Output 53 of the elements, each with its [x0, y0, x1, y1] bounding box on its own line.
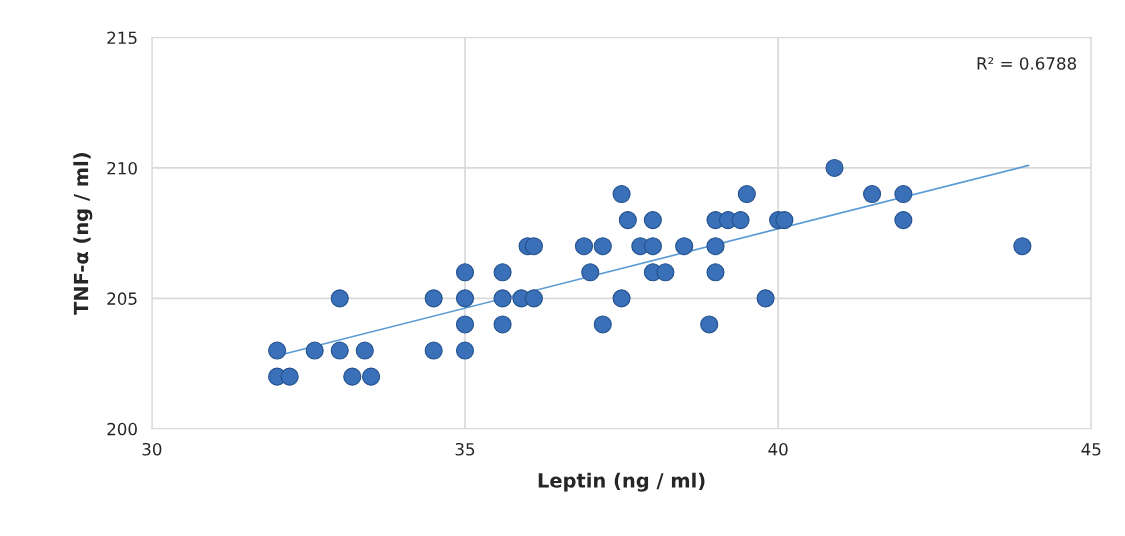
point — [355, 341, 374, 360]
point — [706, 237, 725, 256]
point — [825, 158, 844, 178]
point — [493, 315, 512, 334]
point — [863, 184, 882, 204]
point — [330, 289, 349, 308]
x-tick-label: 30 — [142, 442, 162, 456]
point — [593, 315, 612, 334]
point — [1013, 237, 1032, 256]
point — [593, 237, 612, 256]
point — [737, 184, 756, 204]
point — [574, 237, 594, 256]
point — [330, 341, 349, 360]
y-tick-label: 205 — [107, 292, 137, 305]
point — [493, 289, 512, 308]
point — [618, 211, 637, 230]
y-tick-label: 210 — [107, 161, 137, 175]
point — [455, 263, 475, 282]
x-tick-label: 35 — [455, 442, 475, 456]
point — [756, 289, 775, 308]
point — [894, 211, 913, 230]
point — [343, 367, 362, 386]
y-axis-title: TNF-α (ng / ml) — [73, 153, 93, 315]
point — [700, 315, 719, 334]
x-tick-label: 40 — [768, 442, 788, 456]
point — [493, 263, 512, 282]
point — [362, 367, 381, 386]
point — [524, 289, 543, 308]
annotation: R² = 0.6788 — [977, 57, 1077, 70]
point — [455, 315, 475, 334]
point — [612, 184, 631, 204]
point — [656, 263, 675, 282]
point — [268, 341, 287, 360]
point — [581, 263, 600, 282]
y-tick-label: 215 — [107, 31, 137, 45]
x-axis-title: Leptin (ng / ml) — [538, 472, 705, 492]
point — [731, 211, 750, 230]
point — [455, 289, 475, 308]
point — [612, 289, 631, 308]
point — [643, 211, 662, 230]
point — [706, 263, 725, 282]
y-tick-label: 200 — [107, 422, 137, 436]
point — [894, 184, 913, 204]
point — [455, 341, 475, 360]
point — [424, 289, 443, 308]
point — [643, 237, 662, 256]
point — [280, 367, 299, 386]
point — [524, 237, 543, 256]
x-tick-label: 45 — [1081, 443, 1101, 456]
point — [305, 341, 324, 360]
point — [775, 211, 794, 230]
point — [424, 341, 443, 360]
point — [675, 237, 694, 256]
